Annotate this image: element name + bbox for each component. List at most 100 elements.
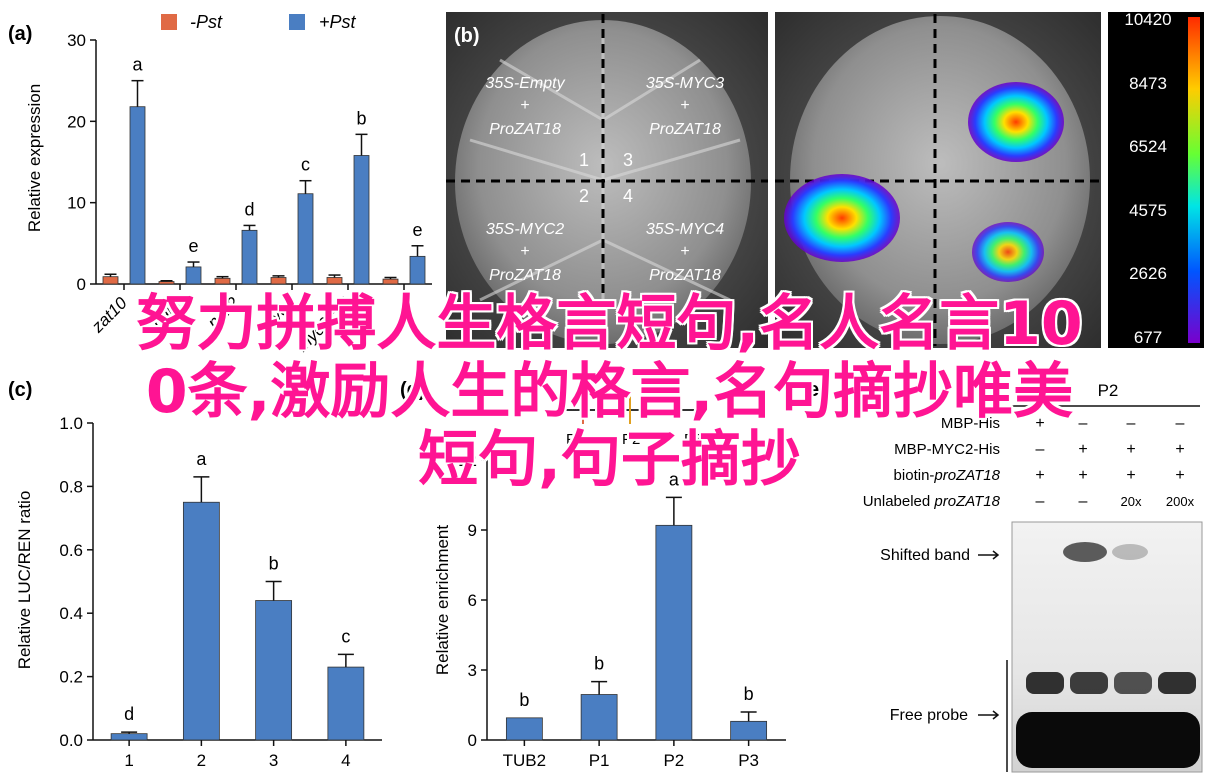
colorbar-tick-label: 8473 [1129, 73, 1167, 93]
emsa-row-label: MBP-His [941, 415, 1000, 432]
panel-b-label: (b) [454, 25, 480, 47]
quadrant-target: ProZAT18 [649, 121, 721, 138]
y-tick-label: 9 [468, 521, 477, 540]
bar-neg-zat10 [102, 276, 119, 285]
quadrant-target: ProZAT18 [489, 267, 561, 284]
panel-d: (d) P1 P2 P3 Relative enrichment 0 3 6 9 12 b… [400, 379, 786, 770]
y-axis-label-c: Relative LUC/REN ratio [15, 491, 34, 670]
bar-d-P3 [730, 720, 768, 741]
significance-letter: e [188, 236, 198, 256]
emsa-cell: + [1078, 467, 1087, 484]
luminescence-signals [784, 82, 1064, 282]
emsa-cell: – [1079, 493, 1088, 510]
y-tick-label: 12 [458, 451, 477, 470]
y-tick-label: 1.0 [59, 414, 83, 433]
emsa-cell: + [1175, 467, 1184, 484]
x-tick-label: zat10 [87, 293, 131, 337]
quadrant-plus: + [680, 243, 689, 260]
colorbar-tick-label: 10420 [1124, 10, 1172, 29]
significance-letter: b [269, 554, 279, 574]
emsa-cell: – [1176, 415, 1185, 432]
y-tick-label: 0 [468, 731, 477, 750]
leaf-quadrant-labels: 35S-Empty + ProZAT18 1 35S-MYC3 + ProZAT18 3 35S… [485, 75, 724, 284]
emsa-cell: – [1036, 493, 1045, 510]
promoter-diagram: P1 P2 P3 [555, 396, 702, 448]
panel-a-label: (a) [8, 23, 32, 45]
free-probe-lane-2-upper [1070, 672, 1108, 694]
x-tick-label: TUB2 [503, 751, 546, 770]
shifted-band-label: Shifted band [880, 547, 970, 564]
significance-letter: a [132, 55, 143, 75]
emsa-cell: – [1079, 415, 1088, 432]
quadrant-number: 3 [623, 150, 633, 170]
bar-pos-myc2 [353, 155, 370, 285]
promoter-label-p2: P2 [622, 431, 640, 448]
quadrant-construct: 35S-MYC2 [486, 221, 564, 238]
free-probe-arrow [978, 710, 1000, 720]
chart-c-plot: 0.0 0.2 0.4 0.6 0.8 1.0 d 1 a 2 b 3 c 4 [59, 414, 382, 770]
signal-myc2 [784, 174, 900, 262]
bar-d-P1 [580, 694, 618, 741]
emsa-cell: + [1035, 467, 1044, 484]
y-tick-label: 6 [468, 591, 477, 610]
quadrant-construct: 35S-MYC3 [646, 75, 724, 92]
y-tick-label: 30 [67, 31, 86, 50]
gel-bands [1016, 542, 1200, 768]
legend-swatch-neg [161, 14, 177, 30]
colorbar-tick-label: 6524 [1129, 137, 1167, 157]
emsa-row-label: MBP-MYC2-His [894, 441, 1000, 458]
panel-c: (c) Relative LUC/REN ratio 0.00.20.40.60… [8, 379, 382, 770]
bar-neg-zat11 [158, 281, 175, 285]
significance-letter: e [412, 220, 422, 240]
x-tick-label: P2 [663, 751, 684, 770]
emsa-row-label: Unlabeled proZAT18 [863, 493, 1001, 510]
x-tick-label: myc3 [257, 293, 300, 336]
probe-header: P2 [1098, 381, 1119, 400]
quadrant-target: ProZAT18 [649, 267, 721, 284]
emsa-cell: – [1036, 441, 1045, 458]
y-tick-label: 3 [468, 661, 477, 680]
emsa-row-label: biotin-proZAT18 [894, 467, 1001, 484]
bar-pos-zat11 [185, 266, 202, 285]
y-tick-label: 20 [67, 112, 86, 131]
chart-a-plot: 0 10 20 30 a zat10 e nail1 d nail2 c myc3 b myc2/5/4 e [67, 31, 432, 356]
colorbar-tick-label: 2626 [1129, 264, 1167, 284]
panel-c-label: (c) [8, 379, 32, 401]
promoter-label-p3: P3 [684, 431, 702, 448]
emsa-condition-table: MBP-His + – – – MBP-MYC2-His – + + + biotin-proZAT… [863, 415, 1195, 510]
bar-c-2 [182, 501, 220, 741]
emsa-cell: + [1126, 467, 1135, 484]
panel-e: e P2 MBP-His + – – – MBP-MYC2-His – + + + biotin-p… [808, 379, 1203, 773]
shifted-band-lane-2 [1063, 542, 1107, 562]
significance-letter: a [196, 449, 207, 469]
bar-c-3 [255, 600, 293, 741]
y-axis-label-a: Relative expression [25, 84, 44, 232]
y-tick-label: 10 [67, 194, 86, 213]
emsa-cell: + [1126, 441, 1135, 458]
quadrant-construct: 35S-MYC4 [646, 221, 724, 238]
legend-a: -Pst +Pst [161, 12, 357, 32]
significance-letter: b [744, 684, 754, 704]
significance-letter: d [124, 704, 134, 724]
x-tick-label: 4 [341, 751, 350, 770]
bar-pos-myc4 [409, 255, 426, 285]
quadrant-construct: 35S-Empty [485, 75, 565, 92]
y-tick-label: 0.2 [59, 668, 83, 687]
free-probe-lower [1016, 712, 1200, 768]
bar-neg-myc4 [382, 278, 399, 285]
bar-neg-myc3 [270, 277, 287, 285]
emsa-cell: 200x [1166, 494, 1195, 509]
panel-e-label: e [808, 379, 819, 401]
quadrant-number: 2 [579, 186, 589, 206]
significance-letter: b [594, 654, 604, 674]
significance-letter: b [519, 690, 529, 710]
bar-d-P2 [655, 524, 693, 741]
promoter-label-p1: P1 [566, 431, 584, 448]
y-tick-label: 0.6 [59, 541, 83, 560]
y-axis-label-d: Relative enrichment [433, 525, 452, 676]
emsa-cell: – [1127, 415, 1136, 432]
chart-d-plot: 0 3 6 9 12 b TUB2 b P1 a P2 b P3 [458, 451, 786, 770]
emsa-cell: 20x [1121, 494, 1142, 509]
legend-label-pos: +Pst [319, 12, 357, 32]
quadrant-plus: + [520, 97, 529, 114]
